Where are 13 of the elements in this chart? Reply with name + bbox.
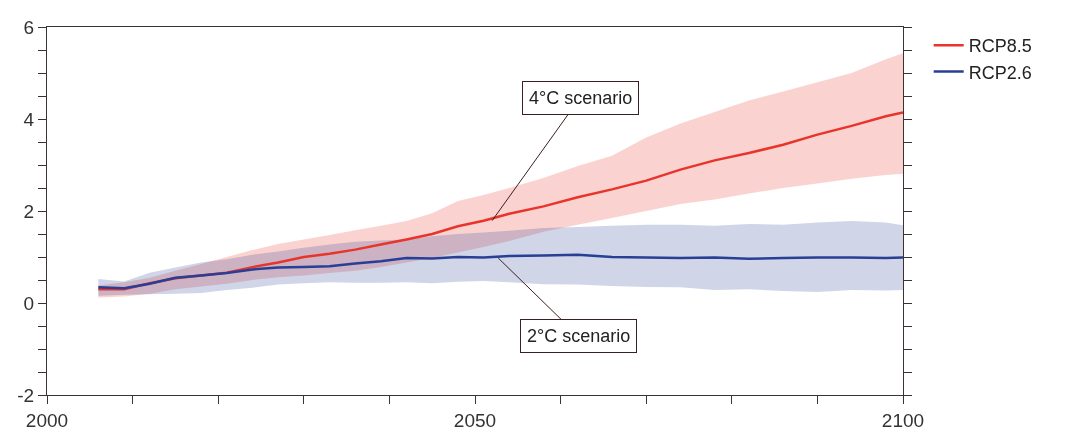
x-tick-label: 2000 — [25, 409, 69, 431]
annotation: 4°C scenario — [529, 88, 633, 108]
legend-label: RCP8.5 — [968, 36, 1032, 57]
y-tick-label: 4 — [23, 108, 35, 130]
y-tick-label: 6 — [23, 16, 35, 38]
legend-label: RCP2.6 — [968, 62, 1032, 83]
y-tick-label: 2 — [23, 200, 35, 222]
x-tick-label: 2100 — [881, 409, 925, 431]
annotation: 2°C scenario — [527, 326, 631, 346]
y-tick-label: -2 — [17, 384, 35, 406]
y-tick-label: 0 — [23, 292, 35, 314]
line-series — [97, 253, 903, 290]
x-tick-label: 2050 — [453, 409, 497, 431]
